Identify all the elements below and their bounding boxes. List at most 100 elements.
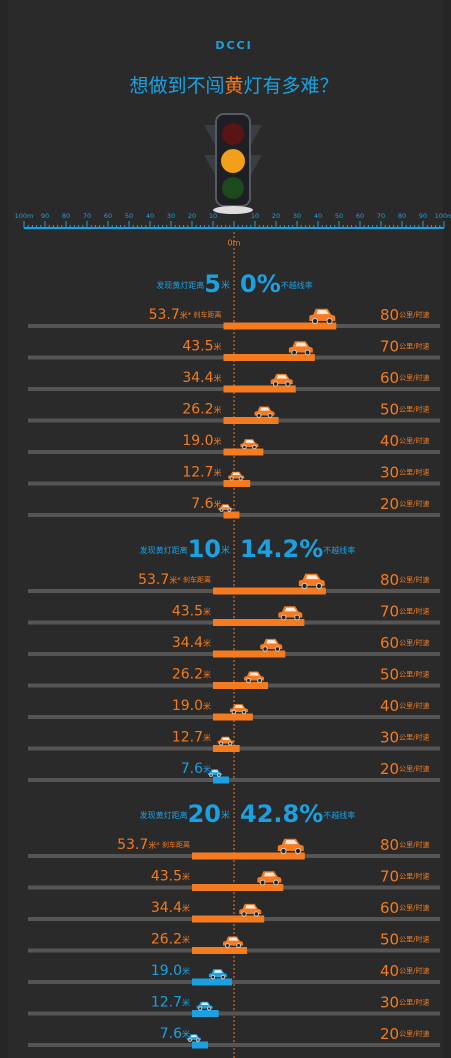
braking-value: 43.5 [172, 604, 203, 620]
track [28, 1043, 440, 1047]
braking-unit: 米 [182, 966, 190, 976]
speed-value: 50 [380, 400, 399, 418]
ruler-label: 100m [435, 212, 451, 220]
braking-unit: 米 [214, 467, 222, 477]
speed-unit: 公里/时速 [399, 733, 429, 742]
braking-unit: 米 [203, 701, 211, 711]
speed-unit: 公里/时速 [399, 436, 429, 445]
ruler-label: 0m [228, 239, 241, 248]
braking-unit: 米 [214, 404, 222, 414]
speed-unit: 公里/时速 [399, 966, 429, 975]
speed-unit: 公里/时速 [399, 607, 429, 616]
braking-value: 53.7 [117, 837, 148, 853]
braking-value: 26.2 [182, 402, 213, 418]
car-wheel [246, 679, 250, 683]
braking-note: * 刹车距离 [177, 575, 211, 584]
distance-value: 20 [188, 800, 221, 828]
speed-value: 50 [380, 930, 399, 948]
braking-unit: 米 [180, 310, 188, 320]
car-wheel [221, 975, 225, 979]
ruler-label: 30 [293, 212, 301, 220]
rate-value: 42.8% [240, 800, 323, 828]
car-wheel [239, 477, 242, 480]
ruler-label: 60 [104, 212, 112, 220]
track [28, 1012, 440, 1016]
car-wheel [316, 583, 321, 588]
braking-value: 12.7 [151, 995, 182, 1011]
braking-value: 26.2 [151, 932, 182, 948]
braking-unit: 米 [182, 903, 190, 913]
car-wheel [210, 774, 213, 777]
braking-bar [224, 480, 251, 487]
braking-unit: 米 [182, 1029, 190, 1039]
braking-bar [213, 745, 240, 752]
braking-value: 43.5 [151, 869, 182, 885]
braking-bar [213, 714, 253, 721]
braking-value: 7.6 [160, 1026, 182, 1042]
car-wheel [312, 318, 317, 323]
car-wheel [217, 774, 220, 777]
ruler-label: 40 [146, 212, 154, 220]
braking-bar [192, 853, 305, 860]
speed-unit: 公里/时速 [399, 764, 429, 773]
braking-unit: 米 [182, 871, 190, 881]
distance-label: 发现黄灯距离 [156, 280, 204, 290]
speed-value: 40 [380, 432, 399, 450]
car-wheel [228, 509, 231, 512]
braking-bar [192, 979, 232, 986]
braking-note: * 刹车距离 [156, 840, 190, 849]
braking-bar [192, 884, 283, 891]
braking-unit: 米 [203, 638, 211, 648]
distance-label: 发现黄灯距离 [140, 545, 188, 555]
speed-unit: 公里/时速 [399, 499, 429, 508]
distance-unit: 米 [221, 279, 230, 291]
car-wheel [263, 647, 267, 651]
speed-unit: 公里/时速 [399, 935, 429, 944]
car-wheel [257, 414, 261, 418]
car-wheel [199, 1007, 202, 1010]
title: 想做到不闯黄灯有多难？ [129, 75, 338, 97]
braking-unit: 米 [203, 764, 211, 774]
car-wheel [254, 912, 258, 916]
car-wheel [211, 975, 215, 979]
track [28, 778, 440, 782]
ruler-label: 10 [251, 212, 259, 220]
braking-bar [213, 651, 285, 658]
track [28, 980, 440, 984]
title-part: 灯有多难？ [244, 75, 339, 97]
distance-unit: 米 [221, 809, 230, 821]
ruler-label: 20 [188, 212, 196, 220]
car-wheel [242, 912, 246, 916]
ruler-label: 10 [209, 212, 217, 220]
speed-value: 30 [380, 463, 399, 481]
braking-value: 43.5 [182, 339, 213, 355]
speed-value: 70 [380, 337, 399, 355]
speed-unit: 公里/时速 [399, 872, 429, 881]
speed-unit: 公里/时速 [399, 310, 429, 319]
braking-bar [192, 947, 247, 954]
logo: DCCI [215, 39, 252, 52]
car-wheel [286, 382, 290, 386]
car-wheel [243, 445, 247, 449]
speed-value: 50 [380, 665, 399, 683]
braking-value: 12.7 [182, 465, 213, 481]
speed-value: 40 [380, 697, 399, 715]
braking-unit: 米 [214, 436, 222, 446]
car-wheel [281, 848, 286, 853]
speed-value: 30 [380, 728, 399, 746]
car-wheel [295, 615, 300, 620]
braking-value: 12.7 [172, 730, 203, 746]
braking-value: 53.7 [149, 307, 180, 323]
speed-unit: 公里/时速 [399, 373, 429, 382]
car-wheel [232, 710, 236, 714]
braking-unit: 米 [203, 606, 211, 616]
braking-value: 34.4 [172, 635, 203, 651]
braking-bar [213, 588, 326, 595]
braking-bar [213, 619, 304, 626]
car-wheel [225, 944, 229, 948]
braking-bar [192, 1010, 219, 1017]
speed-unit: 公里/时速 [399, 405, 429, 414]
speed-unit: 公里/时速 [399, 575, 429, 584]
braking-value: 19.0 [151, 963, 182, 979]
car-wheel [189, 1039, 192, 1042]
